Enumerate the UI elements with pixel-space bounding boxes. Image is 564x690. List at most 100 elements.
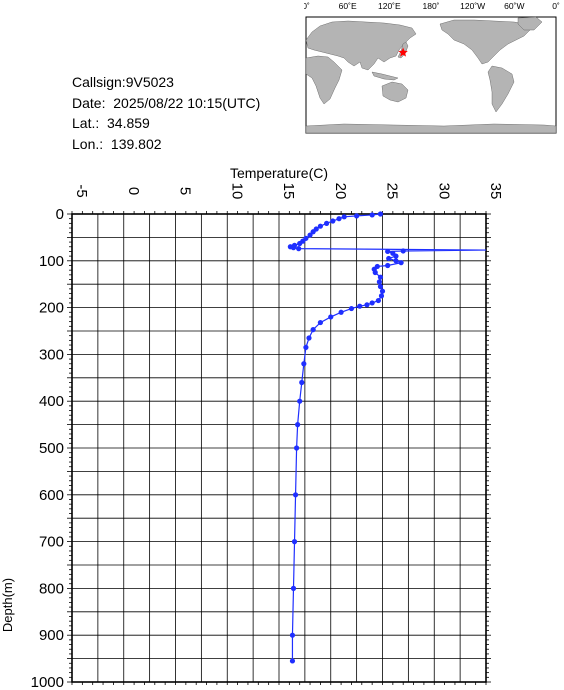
- profile-point: [299, 379, 305, 386]
- land-north-america: [439, 19, 531, 65]
- temperature-depth-chart: Temperature(C) Depth(m) -5 0 5 10 15 20 25 30 35…: [0, 165, 504, 690]
- land-south-america: [487, 65, 515, 113]
- profile-point: [292, 492, 299, 498]
- map-lon-label: 0˚: [552, 1, 560, 11]
- x-tick-label: 5: [177, 187, 194, 195]
- profile-point: [328, 314, 334, 320]
- map-lon-label: 120˚W: [460, 1, 485, 11]
- profile-point: [364, 302, 370, 308]
- profile-line: [288, 213, 487, 661]
- profile-point: [393, 258, 399, 264]
- profile-point: [289, 632, 296, 638]
- y-tick-label: 800: [39, 580, 64, 597]
- profile-point: [369, 300, 375, 306]
- land-africa: [305, 55, 343, 105]
- profile-point: [317, 223, 323, 229]
- profile-point: [301, 361, 307, 367]
- map-lon-label: 0˚: [304, 1, 310, 11]
- x-axis-title: Temperature(C): [230, 165, 328, 181]
- profile-point: [377, 211, 384, 217]
- y-tick-labels: 0 100 200 300 400 500 600 700 800 900 1000: [31, 206, 64, 690]
- station-marker-icon: [398, 47, 408, 57]
- profile-point: [303, 344, 309, 350]
- station-info: Callsign:9V5023 Date: 2025/08/22 10:15(U…: [72, 72, 260, 154]
- y-tick-label: 500: [39, 440, 64, 457]
- x-tick-label: 25: [384, 183, 401, 200]
- map-lon-label: 180˚: [422, 1, 439, 11]
- profile-point: [357, 303, 363, 309]
- profile-point: [290, 585, 297, 591]
- map-lon-label: 120˚E: [378, 1, 401, 11]
- profile-point: [295, 422, 301, 428]
- profile-point: [398, 260, 404, 266]
- y-tick-label: 300: [39, 346, 64, 363]
- profile-point: [330, 218, 336, 224]
- latitude-text: Lat.: 34.859: [72, 115, 150, 131]
- x-tick-label: 10: [228, 183, 245, 200]
- date-text: Date: 2025/08/22 10:15(UTC): [72, 94, 261, 111]
- profile-point: [338, 309, 344, 315]
- map-land: [305, 16, 557, 134]
- profile-point: [354, 213, 360, 219]
- y-tick-label: 100: [39, 253, 64, 270]
- profile-point: [307, 232, 313, 238]
- profile-point: [385, 248, 391, 255]
- y-tick-label: 700: [39, 534, 64, 551]
- land-greenland: [517, 16, 543, 31]
- longitude-text: Lon.: 139.802: [72, 135, 162, 152]
- profile-point: [290, 245, 297, 251]
- grid-lines: [71, 213, 487, 683]
- y-tick-label: 200: [39, 300, 64, 317]
- x-tick-label: 30: [435, 183, 452, 200]
- x-tick-label: 20: [332, 183, 349, 200]
- profile-point: [291, 539, 298, 545]
- profile-point: [400, 248, 406, 254]
- profile-point: [297, 398, 303, 404]
- y-tick-label: 900: [39, 627, 64, 644]
- callsign-text: Callsign:9V5023: [72, 74, 174, 90]
- x-tick-label: 15: [280, 183, 297, 200]
- profile-point: [289, 658, 296, 664]
- profile-point: [336, 216, 342, 222]
- land-australia: [381, 81, 409, 103]
- profile-point: [377, 283, 384, 290]
- profile-point: [310, 229, 316, 235]
- map-lon-label: 60˚W: [504, 1, 524, 11]
- x-tick-labels: -5 0 5 10 15 20 25 30 35: [73, 183, 504, 200]
- land-indonesia: [371, 71, 399, 81]
- profile-point: [379, 288, 386, 294]
- profile-point: [376, 279, 382, 285]
- profile-point: [297, 240, 303, 247]
- profile-point: [377, 274, 384, 280]
- series-layer: [287, 211, 487, 664]
- x-tick-label: 0: [125, 187, 142, 195]
- profile-point: [372, 269, 378, 276]
- profile-point: [386, 255, 392, 262]
- profile-point: [324, 220, 330, 226]
- profile-point: [310, 327, 316, 333]
- map-lon-label: 60˚E: [339, 1, 357, 11]
- profile-point: [378, 293, 385, 299]
- y-tick-label: 600: [39, 487, 64, 504]
- x-tick-label: -5: [73, 184, 90, 197]
- profile-point: [317, 319, 323, 326]
- profile-point: [306, 335, 312, 341]
- profile-point: [385, 262, 391, 269]
- profile-point: [296, 246, 302, 252]
- land-antarctica: [305, 123, 557, 134]
- y-tick-label: 0: [56, 206, 64, 223]
- y-axis-title: Depth(m): [0, 578, 15, 632]
- x-tick-label: 35: [487, 183, 504, 200]
- profile-point: [348, 305, 355, 312]
- profile-point: [393, 253, 399, 259]
- profile-point: [341, 214, 347, 220]
- plot-frame: [71, 213, 487, 683]
- profile-point: [369, 212, 375, 218]
- land-eurasia: [305, 20, 417, 71]
- profile-point: [375, 297, 381, 304]
- map-longitude-labels: 0˚ 60˚E 120˚E 180˚ 120˚W 60˚W 0˚: [304, 1, 560, 11]
- profile-point: [294, 445, 300, 451]
- y-tick-label: 400: [39, 393, 64, 410]
- y-tick-label: 1000: [31, 674, 64, 690]
